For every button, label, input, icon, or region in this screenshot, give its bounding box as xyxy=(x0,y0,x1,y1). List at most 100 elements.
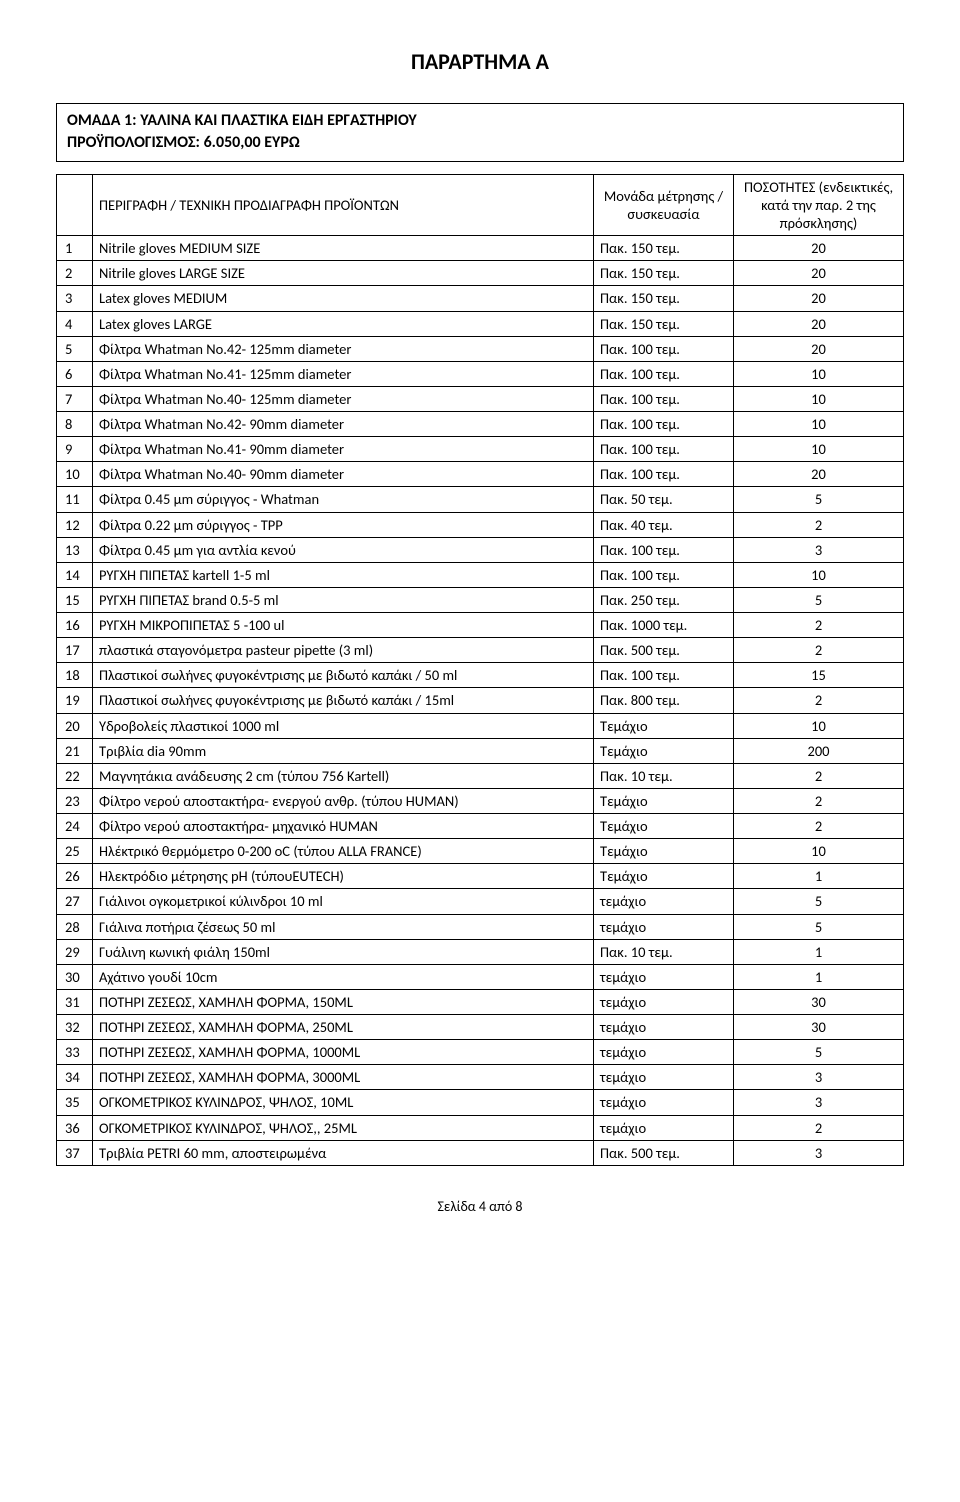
cell-qty: 20 xyxy=(734,261,904,286)
cell-desc: Τριβλία dia 90mm xyxy=(93,738,594,763)
cell-qty: 20 xyxy=(734,286,904,311)
cell-unit: Τεμάχιο xyxy=(594,788,734,813)
cell-num: 30 xyxy=(57,964,93,989)
cell-qty: 20 xyxy=(734,336,904,361)
cell-num: 10 xyxy=(57,462,93,487)
cell-unit: Τεμάχιο xyxy=(594,713,734,738)
cell-num: 5 xyxy=(57,336,93,361)
table-row: 18Πλαστικοί σωλήνες φυγοκέντρισης με βιδ… xyxy=(57,663,904,688)
cell-unit: Πακ. 1000 τεμ. xyxy=(594,613,734,638)
table-row: 33ΠΟΤΗΡΙ ΖΕΣΕΩΣ, ΧΑΜΗΛΗ ΦΟΡΜΑ, 1000MLτεμ… xyxy=(57,1040,904,1065)
cell-desc: ΠΟΤΗΡΙ ΖΕΣΕΩΣ, ΧΑΜΗΛΗ ΦΟΡΜΑ, 3000ML xyxy=(93,1065,594,1090)
cell-num: 24 xyxy=(57,814,93,839)
table-row: 7Φίλτρα Whatman No.40- 125mm diameterΠακ… xyxy=(57,386,904,411)
cell-unit: Πακ. 100 τεμ. xyxy=(594,663,734,688)
table-row: 2Nitrile gloves LARGE SIZEΠακ. 150 τεμ.2… xyxy=(57,261,904,286)
cell-num: 36 xyxy=(57,1115,93,1140)
cell-num: 3 xyxy=(57,286,93,311)
page-title: ΠΑΡΑΡΤΗΜΑ Α xyxy=(56,48,904,75)
header-unit: Μονάδα μέτρησης / συσκευασία xyxy=(594,174,734,235)
cell-desc: Φίλτρα Whatman No.40- 125mm diameter xyxy=(93,386,594,411)
cell-unit: Πακ. 500 τεμ. xyxy=(594,638,734,663)
cell-desc: Γυάλινη κωνική φιάλη 150ml xyxy=(93,939,594,964)
cell-num: 13 xyxy=(57,537,93,562)
cell-qty: 10 xyxy=(734,839,904,864)
table-row: 9Φίλτρα Whatman No.41- 90mm diameterΠακ.… xyxy=(57,437,904,462)
cell-num: 20 xyxy=(57,713,93,738)
cell-unit: τεμάχιο xyxy=(594,1090,734,1115)
cell-unit: Πακ. 50 τεμ. xyxy=(594,487,734,512)
cell-num: 32 xyxy=(57,1015,93,1040)
table-row: 27Γιάλινοι ογκομετρικοί κύλινδροι 10 mlτ… xyxy=(57,889,904,914)
cell-qty: 3 xyxy=(734,1090,904,1115)
table-row: 17πλαστικά σταγονόμετρα pasteur pipette … xyxy=(57,638,904,663)
cell-desc: Αχάτινο γουδί 10cm xyxy=(93,964,594,989)
table-row: 14ΡΥΓΧΗ ΠΙΠΕΤΑΣ kartell 1-5 mlΠακ. 100 τ… xyxy=(57,562,904,587)
cell-unit: Πακ. 100 τεμ. xyxy=(594,412,734,437)
cell-unit: Πακ. 100 τεμ. xyxy=(594,386,734,411)
group-line-2: ΠΡΟΫΠΟΛΟΓΙΣΜΟΣ: 6.050,00 ΕΥΡΩ xyxy=(67,132,893,154)
cell-qty: 5 xyxy=(734,1040,904,1065)
cell-desc: Τριβλία PETRI 60 mm, αποστειρωμένα xyxy=(93,1140,594,1165)
table-header-row: ΠΕΡΙΓΡΑΦΗ / ΤΕΧΝΙΚΗ ΠΡΟΔΙΑΓΡΑΦΗ ΠΡΟΪΟΝΤΩ… xyxy=(57,174,904,235)
cell-qty: 20 xyxy=(734,462,904,487)
cell-qty: 2 xyxy=(734,814,904,839)
cell-desc: Φίλτρα Whatman No.40- 90mm diameter xyxy=(93,462,594,487)
cell-num: 21 xyxy=(57,738,93,763)
cell-desc: Φίλτρα Whatman No.42- 90mm diameter xyxy=(93,412,594,437)
cell-qty: 3 xyxy=(734,1065,904,1090)
cell-unit: τεμάχιο xyxy=(594,914,734,939)
table-row: 32ΠΟΤΗΡΙ ΖΕΣΕΩΣ, ΧΑΜΗΛΗ ΦΟΡΜΑ, 250MLτεμά… xyxy=(57,1015,904,1040)
cell-qty: 10 xyxy=(734,437,904,462)
header-num xyxy=(57,174,93,235)
cell-unit: Πακ. 10 τεμ. xyxy=(594,939,734,964)
cell-num: 28 xyxy=(57,914,93,939)
cell-unit: τεμάχιο xyxy=(594,889,734,914)
group-line-1: ΟΜΑΔΑ 1: ΥΑΛΙΝΑ ΚΑΙ ΠΛΑΣΤΙΚΑ ΕΙΔΗ ΕΡΓΑΣΤ… xyxy=(67,110,893,132)
cell-num: 37 xyxy=(57,1140,93,1165)
cell-unit: Πακ. 100 τεμ. xyxy=(594,462,734,487)
cell-unit: Πακ. 10 τεμ. xyxy=(594,763,734,788)
cell-desc: Φίλτρο νερού αποστακτήρα- μηχανικό HUMAN xyxy=(93,814,594,839)
cell-num: 35 xyxy=(57,1090,93,1115)
cell-num: 33 xyxy=(57,1040,93,1065)
cell-num: 17 xyxy=(57,638,93,663)
cell-unit: Τεμάχιο xyxy=(594,814,734,839)
cell-desc: Φίλτρα 0.45 μm σύριγγος - Whatman xyxy=(93,487,594,512)
cell-unit: Πακ. 100 τεμ. xyxy=(594,437,734,462)
cell-qty: 20 xyxy=(734,311,904,336)
cell-qty: 1 xyxy=(734,864,904,889)
cell-desc: πλαστικά σταγονόμετρα pasteur pipette (3… xyxy=(93,638,594,663)
cell-unit: Πακ. 150 τεμ. xyxy=(594,261,734,286)
table-row: 30Αχάτινο γουδί 10cmτεμάχιο1 xyxy=(57,964,904,989)
cell-unit: Πακ. 100 τεμ. xyxy=(594,361,734,386)
cell-qty: 30 xyxy=(734,1015,904,1040)
table-row: 3Latex gloves MEDIUMΠακ. 150 τεμ.20 xyxy=(57,286,904,311)
cell-unit: Πακ. 100 τεμ. xyxy=(594,336,734,361)
cell-qty: 15 xyxy=(734,663,904,688)
cell-qty: 10 xyxy=(734,386,904,411)
cell-unit: Πακ. 40 τεμ. xyxy=(594,512,734,537)
cell-desc: Ηλέκτρικό θερμόμετρο 0-200 oC (τύπου ALL… xyxy=(93,839,594,864)
cell-unit: τεμάχιο xyxy=(594,1115,734,1140)
cell-desc: Ηλεκτρόδιο μέτρησης pH (τύπουEUTECH) xyxy=(93,864,594,889)
cell-desc: Φίλτρο νερού αποστακτήρα- ενεργού ανθρ. … xyxy=(93,788,594,813)
table-row: 25Ηλέκτρικό θερμόμετρο 0-200 oC (τύπου A… xyxy=(57,839,904,864)
cell-desc: Πλαστικοί σωλήνες φυγοκέντρισης με βιδωτ… xyxy=(93,688,594,713)
cell-num: 4 xyxy=(57,311,93,336)
cell-num: 16 xyxy=(57,613,93,638)
cell-qty: 2 xyxy=(734,512,904,537)
cell-desc: ΟΓΚΟΜΕΤΡΙΚΟΣ ΚΥΛΙΝΔΡΟΣ, ΨΗΛΟΣ,, 25ML xyxy=(93,1115,594,1140)
page-footer: Σελίδα 4 από 8 xyxy=(56,1198,904,1215)
table-row: 6Φίλτρα Whatman No.41- 125mm diameterΠακ… xyxy=(57,361,904,386)
cell-qty: 5 xyxy=(734,889,904,914)
cell-num: 9 xyxy=(57,437,93,462)
cell-desc: Φίλτρα Whatman No.42- 125mm diameter xyxy=(93,336,594,361)
cell-num: 19 xyxy=(57,688,93,713)
cell-num: 7 xyxy=(57,386,93,411)
cell-qty: 200 xyxy=(734,738,904,763)
cell-num: 26 xyxy=(57,864,93,889)
cell-num: 29 xyxy=(57,939,93,964)
cell-num: 14 xyxy=(57,562,93,587)
table-row: 20Υδροβολείς πλαστικοί 1000 mlΤεμάχιο10 xyxy=(57,713,904,738)
